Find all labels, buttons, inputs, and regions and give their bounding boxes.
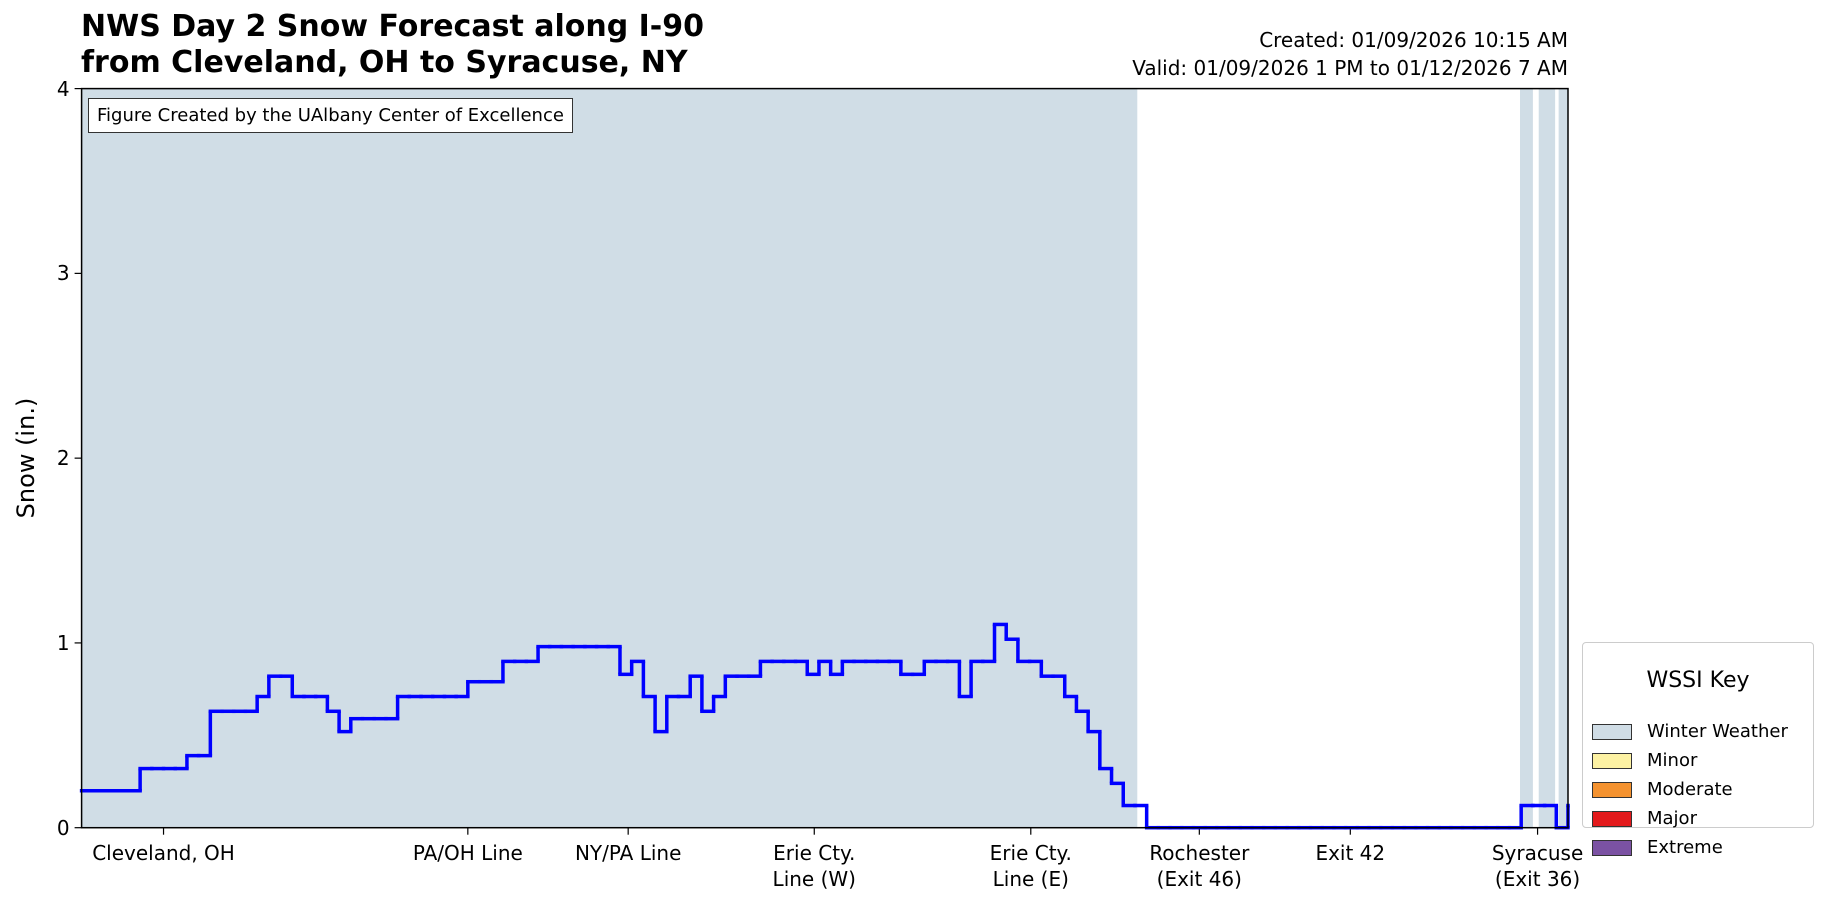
legend: WSSI Key Winter Weather Minor Moderate Majo… — [1582, 642, 1814, 858]
valid-text: Valid: 01/09/2026 1 PM to 01/12/2026 7 A… — [1132, 56, 1568, 80]
legend-item: Major — [1583, 804, 1813, 833]
wssi-region — [81, 88, 1138, 828]
wssi-region — [1520, 88, 1533, 828]
legend-label: Moderate — [1647, 779, 1733, 800]
legend-label: Major — [1647, 808, 1697, 829]
wssi-region — [1558, 88, 1568, 828]
y-tick-label: 1 — [56, 630, 70, 655]
legend-label: Minor — [1647, 750, 1698, 771]
legend-label: Winter Weather — [1647, 721, 1788, 742]
legend-swatch — [1592, 752, 1632, 769]
legend-swatch — [1592, 810, 1632, 827]
x-tick-label: Exit 42 — [1315, 841, 1386, 865]
legend-item: Moderate — [1583, 775, 1813, 804]
created-text: Created: 01/09/2026 10:15 AM — [1259, 28, 1568, 52]
y-tick-label: 0 — [56, 815, 70, 840]
y-tick-label: 4 — [56, 76, 70, 101]
x-tick-label: Erie Cty. Line (W) — [772, 841, 856, 891]
chart-title: NWS Day 2 Snow Forecast along I-90 from … — [81, 9, 704, 80]
legend-swatch — [1592, 781, 1632, 798]
x-tick-label: Rochester (Exit 46) — [1149, 841, 1250, 891]
x-tick-label: PA/OH Line — [412, 841, 523, 865]
legend-item: Extreme — [1583, 833, 1813, 862]
plot-frame — [80, 87, 1569, 829]
legend-swatch — [1592, 723, 1632, 740]
legend-label: Extreme — [1647, 837, 1723, 858]
x-tick-label: Syracuse (Exit 36) — [1491, 841, 1584, 891]
legend-item: Winter Weather — [1583, 717, 1813, 746]
legend-item: Minor — [1583, 746, 1813, 775]
y-tick-label: 3 — [56, 261, 70, 286]
x-tick-label: Erie Cty. Line (E) — [989, 841, 1072, 891]
x-tick-label: NY/PA Line — [574, 841, 682, 865]
x-tick-label: Cleveland, OH — [92, 841, 235, 865]
wssi-region — [1538, 88, 1556, 828]
legend-swatch — [1592, 839, 1632, 856]
annotation: Figure Created by the UAlbany Center of … — [88, 98, 573, 133]
legend-title: WSSI Key — [1646, 668, 1750, 693]
y-tick-label: 2 — [56, 446, 70, 471]
